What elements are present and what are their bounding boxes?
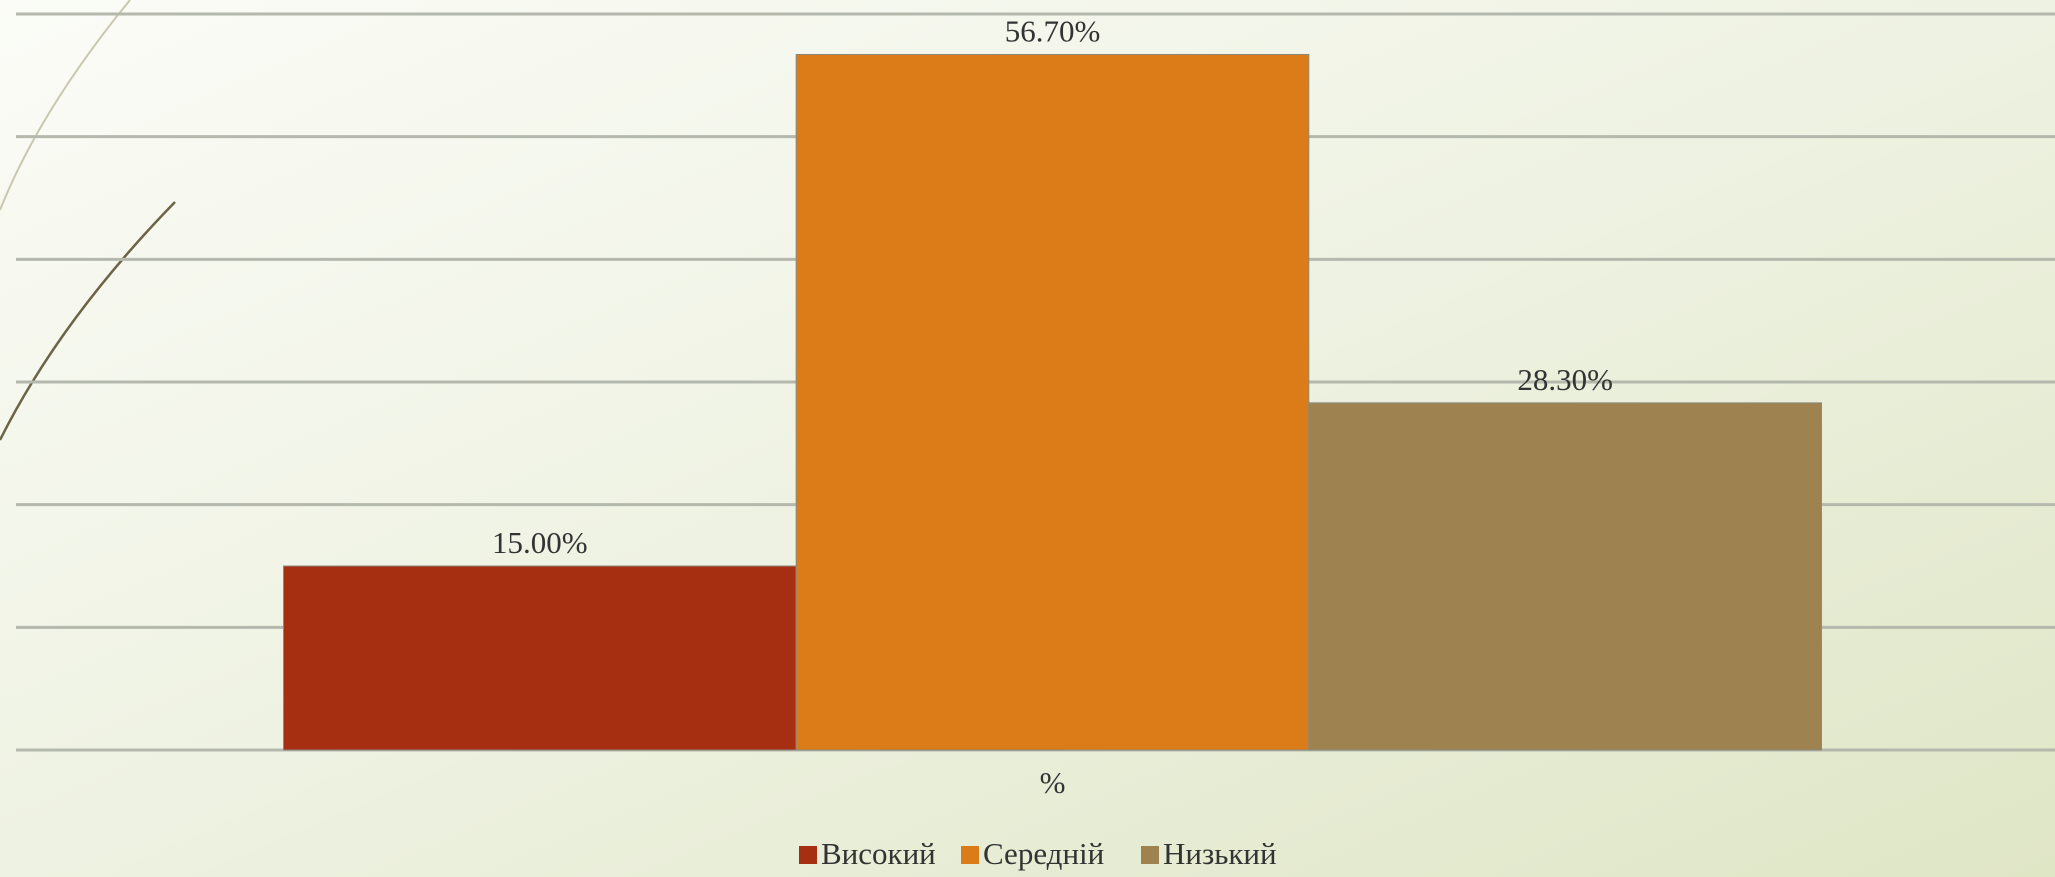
data-label: 15.00% — [492, 525, 588, 560]
legend-swatch — [1141, 846, 1159, 864]
legend-label: Високий — [821, 836, 936, 871]
bar — [1308, 402, 1823, 751]
bar — [795, 53, 1310, 751]
legend-label: Низький — [1163, 836, 1277, 871]
decor-line — [0, 0, 131, 211]
data-label: 28.30% — [1517, 362, 1613, 397]
legend-swatch — [799, 846, 817, 864]
data-label: 56.70% — [1005, 14, 1101, 49]
x-tick-label: % — [1040, 765, 1066, 800]
decor-line — [0, 201, 176, 441]
bar — [283, 565, 797, 751]
legend-label: Середній — [983, 836, 1104, 871]
legend-swatch — [961, 846, 979, 864]
